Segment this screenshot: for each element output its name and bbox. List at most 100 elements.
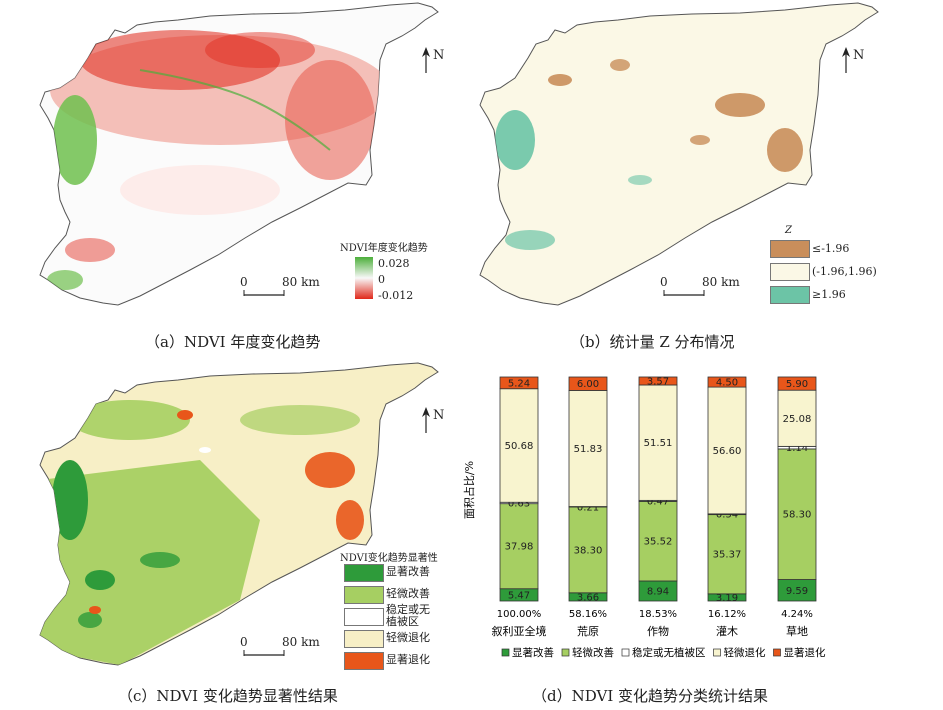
legend-swatch [621, 648, 630, 657]
significance-map [39, 362, 439, 666]
caption-b: （b）统计量 Z 分布情况 [570, 333, 735, 351]
category-label: 作物 [647, 624, 669, 638]
bar-segment [638, 376, 678, 386]
legend-label: 稳定或无 植被区 [386, 603, 430, 628]
data-label: 0.47 [647, 496, 669, 507]
data-label: 37.98 [505, 542, 534, 553]
area-share-label: 100.00% [497, 609, 542, 620]
bar-segment [499, 503, 539, 590]
y-axis-label: 面积占比/% [462, 461, 476, 519]
scale-distance: 80 km [702, 275, 740, 289]
data-label: 4.50 [716, 378, 738, 389]
bar-segment [568, 390, 608, 507]
legend-swatch [713, 648, 721, 657]
caption-c: （c）NDVI 变化趋势显著性结果 [118, 687, 338, 705]
panel-c: N 0 80 km NDVI变化趋势显著性 显著改善 轻微改善 稳定或无 植被区… [0, 360, 470, 710]
z-statistic-map [479, 2, 879, 306]
legend-label: 显著退化 [386, 653, 430, 666]
data-label: 9.59 [786, 586, 808, 597]
category-label: 草地 [786, 625, 808, 638]
legend-title: NDVI变化趋势显著性 [340, 553, 438, 564]
data-label: 0.63 [508, 498, 530, 509]
legend-label: 轻微退化 [724, 646, 766, 659]
legend-title: Z [785, 225, 792, 236]
north-label: N [853, 48, 865, 63]
bar-segment [777, 389, 817, 447]
scale-bar [243, 650, 285, 656]
legend-item [344, 630, 384, 648]
legend-label: ≥1.96 [812, 288, 846, 301]
legend-swatch [501, 648, 510, 657]
caption-a: （a）NDVI 年度变化趋势 [145, 333, 321, 351]
data-label: 5.47 [508, 590, 530, 601]
data-label: 5.90 [786, 379, 808, 390]
legend-item [344, 586, 384, 604]
area-share-label: 18.53% [639, 609, 677, 620]
legend-label: 显著改善 [386, 565, 430, 578]
legend-label: ≤-1.96 [812, 242, 850, 255]
bar-segment [638, 384, 678, 501]
legend-swatch [773, 648, 781, 657]
bar-segment [499, 388, 539, 503]
scale-zero: 0 [240, 635, 248, 649]
data-label: 3.19 [716, 593, 738, 604]
bar-segment [499, 376, 539, 390]
legend-item [344, 652, 384, 670]
data-label: 58.30 [783, 510, 812, 521]
bar-segment [638, 501, 678, 582]
data-label: 5.24 [508, 378, 530, 389]
data-label: 35.52 [644, 537, 673, 548]
legend-gradient [355, 257, 373, 299]
scale-zero: 0 [660, 275, 668, 289]
data-label: 51.83 [574, 444, 603, 455]
area-share-label: 58.16% [569, 609, 607, 620]
area-share-label: 16.12% [708, 609, 746, 620]
legend-label: 显著退化 [784, 646, 826, 659]
legend-label: 显著改善 [512, 646, 554, 659]
scale-distance: 80 km [282, 275, 320, 289]
north-arrow [421, 47, 431, 77]
scale-bar [663, 290, 705, 296]
legend-label: 轻微改善 [572, 646, 614, 659]
north-arrow-icon [422, 47, 430, 73]
legend-swatch [561, 648, 570, 657]
bar-segment [568, 376, 608, 391]
legend-title: NDVI年度变化趋势 [340, 243, 428, 254]
legend-item [770, 240, 810, 258]
bar-segment [777, 376, 817, 391]
legend-min: -0.012 [378, 289, 414, 302]
panel-d: 面积占比/% 5.47 37.98 0.63 50.68 5.24 100.00% 叙利亚全境… [460, 360, 943, 710]
north-arrow-icon [422, 407, 430, 433]
area-share-label: 4.24% [781, 609, 813, 620]
legend-item [344, 608, 384, 626]
legend-item [344, 564, 384, 582]
data-label: 50.68 [505, 441, 534, 452]
legend-item [770, 286, 810, 304]
data-label: 3.66 [577, 592, 599, 603]
ndvi-trend-map [39, 2, 439, 306]
category-label: 荒原 [577, 625, 599, 638]
legend-label: 稳定或无植被区 [632, 646, 706, 659]
legend-max: 0.028 [378, 257, 410, 270]
legend-label: (-1.96,1.96) [812, 265, 877, 278]
data-label: 35.37 [713, 550, 742, 561]
category-label: 叙利亚全境 [492, 624, 547, 638]
data-label: 6.00 [577, 379, 599, 390]
north-label: N [433, 48, 445, 63]
category-label: 灌木 [716, 625, 738, 638]
stacked-bar-chart: 面积占比/% 5.47 37.98 0.63 50.68 5.24 100.00% 叙利亚全境… [462, 376, 826, 659]
scale-zero: 0 [240, 275, 248, 289]
panel-b: N 0 80 km Z ≤-1.96 (-1.96,1.96) ≥1.96 （b… [420, 0, 943, 355]
data-label: 3.57 [647, 376, 669, 387]
data-label: 0.34 [716, 510, 738, 521]
legend-label: 轻微改善 [386, 587, 430, 600]
data-label: 51.51 [644, 438, 673, 449]
data-label: 38.30 [574, 545, 603, 556]
bar-segment [777, 448, 817, 580]
data-label: 56.60 [713, 446, 742, 457]
legend-item [770, 263, 810, 281]
scale-bar [243, 290, 285, 296]
data-label: 25.08 [783, 414, 812, 425]
data-label: 8.94 [647, 586, 669, 597]
data-label: 1.14 [786, 443, 808, 454]
